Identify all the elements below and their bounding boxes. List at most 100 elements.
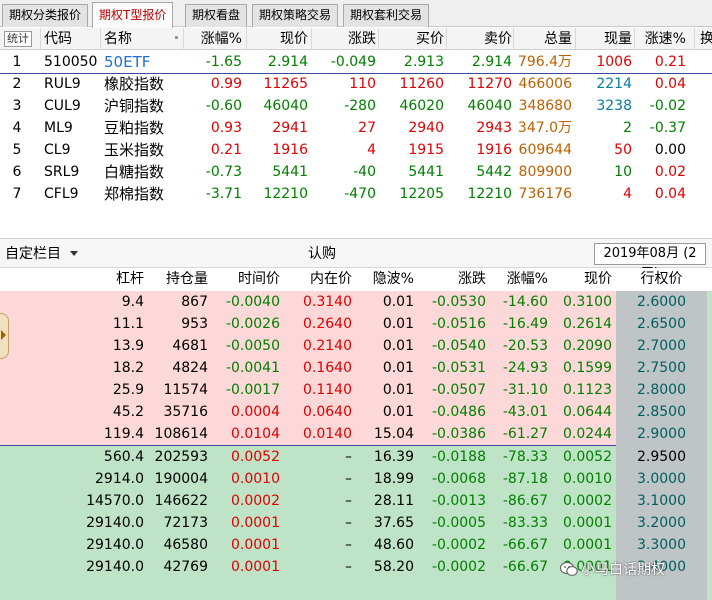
table-row[interactable]: 7 CFL9 郑棉指数 -3.71 12210 -470 12205 12210 736176 4… [0, 183, 712, 205]
row-current-volume: 2 [623, 120, 632, 136]
tab-option-category-quote[interactable]: 期权分类报价 [2, 4, 89, 27]
col-header-volume[interactable]: 总量 [544, 31, 572, 47]
cell-pct: -66.67 [502, 537, 548, 553]
option-row[interactable]: 18.2 4824 -0.0041 0.1640 0.01 -0.0531 -24.93 0.… [0, 357, 712, 379]
cell-change: -0.0486 [431, 404, 486, 420]
col-header-leverage[interactable]: 杠杆 [116, 271, 144, 287]
table-row[interactable]: 5 CL9 玉米指数 0.21 1916 4 1915 1916 609644 50 0.00 [0, 139, 712, 161]
row-volume: 736176 [518, 186, 572, 202]
tab-option-watch[interactable]: 期权看盘 [185, 4, 248, 27]
option-row[interactable]: 45.2 35716 0.0004 0.0640 0.01 -0.0486 -43.01 0.… [0, 401, 712, 423]
col-header-time-value[interactable]: 时间价 [238, 271, 280, 287]
row-price: 11265 [263, 76, 308, 92]
cell-change: -0.0005 [431, 515, 486, 531]
option-row[interactable]: 9.4 867 -0.0040 0.3140 0.01 -0.0530 -14.60 0.31… [0, 291, 712, 313]
cell-intrinsic-value: – [345, 471, 352, 487]
cell-open-interest: 4681 [172, 338, 208, 354]
option-row[interactable]: 29140.0 46580 0.0001 – 48.60 -0.0002 -66.67 0.0… [0, 534, 712, 556]
cell-price: 0.0010 [563, 471, 612, 487]
table-row[interactable]: 6 SRL9 白糖指数 -0.73 5441 -40 5441 5442 809900 10 0.0… [0, 161, 712, 183]
row-speed: 0.04 [654, 76, 686, 92]
cell-time-value: 0.0001 [231, 559, 280, 575]
cell-leverage: 14570.0 [86, 493, 144, 509]
table-row[interactable]: 1 510050 50ETF -1.65 2.914 -0.049 2.913 2.914 79… [0, 51, 712, 73]
col-header-pct[interactable]: 涨幅% [506, 271, 548, 287]
row-name: 郑棉指数 [104, 185, 165, 203]
table-row[interactable]: 3 CUL9 沪铜指数 -0.60 46040 -280 46020 46040 348680 3… [0, 95, 712, 117]
col-header-ask[interactable]: 卖价 [484, 31, 512, 47]
cell-leverage: 29140.0 [86, 559, 144, 575]
col-header-strike[interactable]: 行权价 [640, 271, 683, 287]
option-row[interactable]: 2914.0 190004 0.0010 – 18.99 -0.0068 -87.18 0.0… [0, 468, 712, 490]
stat-button[interactable]: 统计 [4, 31, 32, 47]
option-row[interactable]: 13.9 4681 -0.0050 0.2140 0.01 -0.0540 -20.53 0.… [0, 335, 712, 357]
header-divider [183, 28, 184, 50]
tab-bar: 期权分类报价 期权T型报价 期权看盘 期权策略交易 期权套利交易 [0, 0, 712, 28]
col-header-current-volume[interactable]: 现量 [604, 31, 632, 47]
col-header-name[interactable]: 名称 [104, 31, 132, 47]
col-header-price[interactable]: 现价 [584, 271, 612, 287]
cell-time-value: -0.0017 [225, 382, 280, 398]
col-header-change[interactable]: 涨跌 [458, 271, 486, 287]
cell-strike: 2.7000 [637, 338, 686, 354]
row-speed: 0.21 [654, 54, 686, 70]
expand-arrow-icon[interactable] [0, 313, 9, 359]
row-change: -0.049 [330, 54, 376, 70]
option-row[interactable]: 14570.0 146622 0.0002 – 28.11 -0.0013 -86.67 0.… [0, 490, 712, 512]
cell-change: -0.0507 [431, 382, 486, 398]
row-ask: 5442 [476, 164, 512, 180]
cell-change: -0.0068 [431, 471, 486, 487]
cell-price: 0.1599 [563, 360, 612, 376]
header-divider [378, 28, 379, 50]
col-header-implied-vol[interactable]: 隐波% [372, 271, 414, 287]
cell-strike: 2.9500 [637, 449, 686, 465]
col-header-bid[interactable]: 买价 [416, 31, 444, 47]
row-code: CFL9 [44, 186, 79, 202]
custom-columns-dropdown[interactable]: 自定栏目 [5, 246, 61, 262]
cell-leverage: 18.2 [112, 360, 144, 376]
cell-intrinsic-value: 0.1640 [303, 360, 352, 376]
option-row[interactable]: 560.4 202593 0.0052 – 16.39 -0.0188 -78.33 0.00… [0, 446, 712, 468]
col-header-turnover[interactable]: 换 [700, 31, 712, 47]
cell-strike: 3.1000 [637, 493, 686, 509]
chevron-down-icon[interactable] [70, 251, 78, 256]
option-row[interactable]: 25.9 11574 -0.0017 0.1140 0.01 -0.0507 -31.10 0… [0, 379, 712, 401]
cell-time-value: -0.0041 [225, 360, 280, 376]
table-row[interactable]: 2 RUL9 橡胶指数 0.99 11265 110 11260 11270 466006 221… [0, 73, 712, 95]
col-header-code[interactable]: 代码 [44, 31, 72, 47]
col-header-change[interactable]: 涨跌 [348, 31, 376, 47]
col-header-open-interest[interactable]: 持仓量 [166, 271, 208, 287]
cell-pct: -31.10 [502, 382, 548, 398]
header-divider [246, 28, 247, 50]
col-header-price[interactable]: 现价 [280, 31, 308, 47]
put-side-edge [707, 291, 712, 600]
out-of-the-money-zone [0, 446, 616, 600]
option-row[interactable]: 119.4 108614 0.0104 0.0140 15.04 -0.0386 -61.2… [0, 423, 712, 445]
row-volume: 348680 [518, 98, 572, 114]
tab-option-t-quote[interactable]: 期权T型报价 [92, 2, 174, 28]
cell-change: -0.0386 [431, 426, 486, 442]
cell-intrinsic-value: – [345, 493, 352, 509]
cell-open-interest: 867 [181, 294, 208, 310]
tab-option-arbitrage-trade[interactable]: 期权套利交易 [343, 4, 430, 27]
expiry-month-select[interactable]: 2019年08月 (2天) [594, 243, 706, 281]
row-volume: 466006 [518, 76, 572, 92]
col-header-speed[interactable]: 涨速% [644, 31, 686, 47]
tab-option-strategy-trade[interactable]: 期权策略交易 [252, 4, 339, 27]
row-current-volume: 3238 [596, 98, 632, 114]
cell-pct: -20.53 [502, 338, 548, 354]
cell-intrinsic-value: – [345, 537, 352, 553]
col-header-pct[interactable]: 涨幅% [200, 31, 242, 47]
cell-change: -0.0540 [431, 338, 486, 354]
option-row[interactable]: 29140.0 42769 0.0001–58.20 -0.0002 -66.67 0.0… [0, 556, 712, 578]
option-row[interactable]: 11.1 953 -0.0026 0.2640 0.01 -0.0516 -16.49 0.2… [0, 313, 712, 335]
col-header-intrinsic-value[interactable]: 内在价 [310, 271, 352, 287]
option-row[interactable]: 29140.0 72173 0.0001 – 37.65 -0.0005 -83.33 0.0… [0, 512, 712, 534]
table-row[interactable]: 4 ML9 豆粕指数 0.93 2941 27 2940 2943 347.0万 2 -0.37 [0, 117, 712, 139]
row-bid: 12205 [399, 186, 444, 202]
header-divider [100, 28, 101, 50]
cell-intrinsic-value: – [345, 449, 352, 465]
cell-implied-vol: 0.01 [382, 294, 414, 310]
row-pct: -0.60 [205, 98, 242, 114]
row-change: -280 [344, 98, 376, 114]
